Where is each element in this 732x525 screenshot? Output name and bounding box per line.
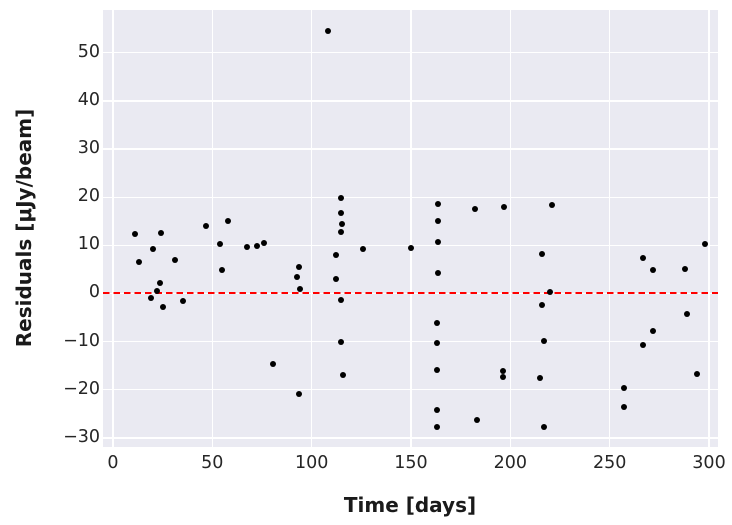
data-point xyxy=(339,221,346,228)
v-gridline xyxy=(112,10,114,447)
data-point xyxy=(179,297,186,304)
data-point xyxy=(537,374,544,381)
x-tick-label: 0 xyxy=(107,453,119,473)
data-point xyxy=(332,275,339,282)
data-point xyxy=(433,366,440,373)
x-tick-label: 100 xyxy=(294,453,329,473)
data-point xyxy=(539,301,546,308)
data-point xyxy=(217,241,224,248)
data-point xyxy=(500,373,507,380)
data-point xyxy=(434,270,441,277)
y-tick-label: 0 xyxy=(88,282,100,303)
x-axis-label: Time [days] xyxy=(343,493,477,517)
data-point xyxy=(147,295,154,302)
data-point xyxy=(244,244,251,251)
data-point xyxy=(219,267,226,274)
data-point xyxy=(156,280,163,287)
data-point xyxy=(541,423,548,430)
data-point xyxy=(225,218,232,225)
y-axis-label: Residuals [μJy/beam] xyxy=(12,108,36,348)
x-tick-label: 50 xyxy=(201,453,224,473)
x-tick-label: 300 xyxy=(692,453,726,473)
x-tick-label: 250 xyxy=(592,453,627,473)
data-point xyxy=(684,310,691,317)
zero-reference-line xyxy=(103,292,718,295)
data-point xyxy=(694,370,701,377)
x-tick-label: 200 xyxy=(493,453,528,473)
data-point xyxy=(650,267,657,274)
data-point xyxy=(547,288,554,295)
y-tick-label: −10 xyxy=(63,330,100,351)
x-tick-label: 150 xyxy=(394,453,428,473)
data-point xyxy=(338,338,345,345)
data-point xyxy=(473,416,480,423)
data-point xyxy=(295,390,302,397)
data-point xyxy=(407,245,414,252)
data-point xyxy=(360,245,367,252)
data-point xyxy=(131,231,138,238)
data-point xyxy=(620,384,627,391)
data-point xyxy=(500,368,507,375)
data-point xyxy=(650,328,657,335)
y-tick-label: 10 xyxy=(77,234,100,255)
data-point xyxy=(269,360,276,367)
data-point xyxy=(153,287,160,294)
data-point xyxy=(433,406,440,413)
y-tick-label: 30 xyxy=(77,138,100,159)
data-point xyxy=(159,304,166,311)
y-tick-label: −30 xyxy=(63,426,100,447)
data-point xyxy=(295,264,302,271)
data-point xyxy=(433,339,440,346)
data-point xyxy=(434,239,441,246)
data-point xyxy=(260,240,267,247)
data-point xyxy=(541,337,548,344)
data-point xyxy=(471,206,478,213)
data-point xyxy=(135,259,142,266)
v-gridline xyxy=(708,10,710,447)
data-point xyxy=(433,423,440,430)
data-point xyxy=(434,218,441,225)
data-point xyxy=(338,210,345,217)
data-point xyxy=(620,403,627,410)
data-point xyxy=(332,252,339,259)
data-point xyxy=(338,229,345,236)
data-point xyxy=(340,371,347,378)
v-gridline xyxy=(311,10,313,447)
data-point xyxy=(640,342,647,349)
data-point xyxy=(254,242,261,249)
v-gridline xyxy=(609,10,611,447)
data-point xyxy=(433,320,440,327)
y-tick-label: 40 xyxy=(77,89,100,110)
v-gridline xyxy=(509,10,511,447)
data-point xyxy=(296,286,303,293)
data-point xyxy=(338,296,345,303)
v-gridline xyxy=(211,10,213,447)
data-point xyxy=(549,202,556,209)
y-tick-label: 20 xyxy=(77,186,100,207)
data-point xyxy=(682,266,689,273)
data-point xyxy=(324,28,331,35)
data-point xyxy=(640,255,647,262)
data-point xyxy=(338,195,345,202)
data-point xyxy=(171,256,178,263)
plot-area xyxy=(103,10,718,447)
data-point xyxy=(539,250,546,257)
y-tick-label: 50 xyxy=(77,41,100,62)
v-gridline xyxy=(410,10,412,447)
data-point xyxy=(434,201,441,208)
data-point xyxy=(149,246,156,253)
data-point xyxy=(501,203,508,210)
data-point xyxy=(203,223,210,230)
data-point xyxy=(702,241,709,248)
y-tick-label: −20 xyxy=(63,378,100,399)
data-point xyxy=(157,230,164,237)
data-point xyxy=(293,273,300,280)
